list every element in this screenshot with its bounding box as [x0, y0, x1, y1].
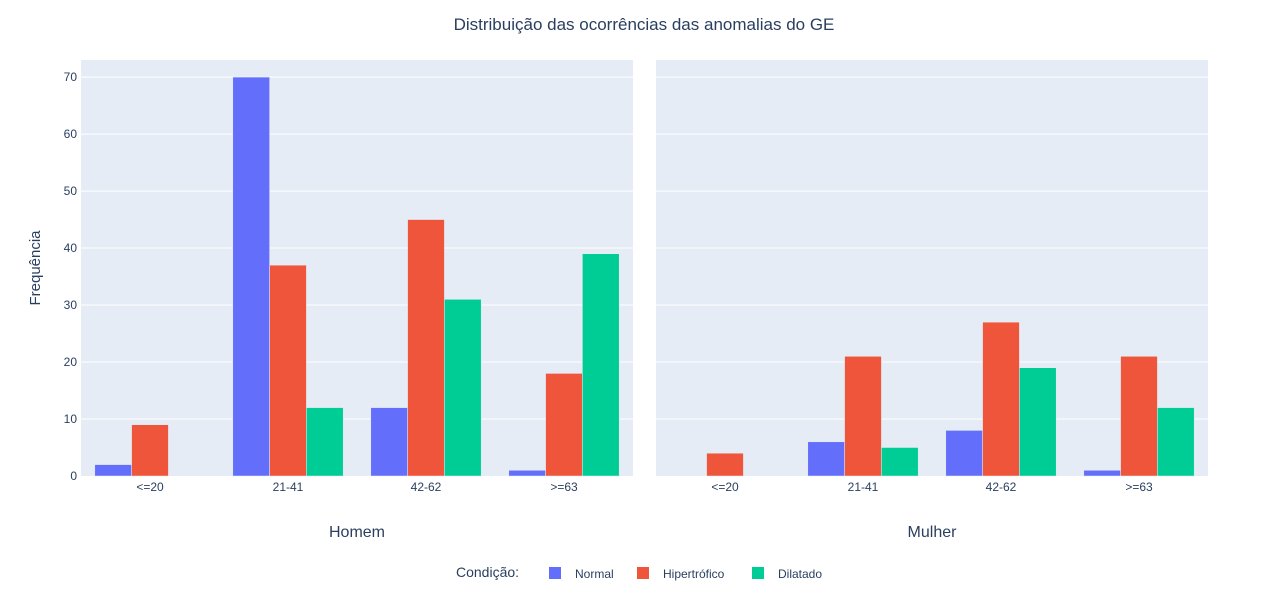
legend-swatch-normal [549, 567, 561, 579]
y-tick-label-40: 40 [64, 241, 78, 255]
bar-homem-hipertrofico-42-62 [407, 219, 445, 477]
y-tick-label-0: 0 [70, 469, 77, 483]
legend-label-normal: Normal [575, 567, 614, 581]
bar-homem-normal-42-62 [370, 407, 408, 477]
bar-homem-dilatado-21-41 [306, 407, 344, 477]
y-tick-label-70: 70 [64, 70, 78, 84]
x-tick-label-homem-1: 21-41 [273, 480, 304, 494]
y-axis-title: Frequência [27, 230, 44, 306]
x-tick-label-mulher-1: 21-41 [848, 480, 879, 494]
x-tick-label-mulher-2: 42-62 [986, 480, 1017, 494]
legend-label-dilatado: Dilatado [778, 567, 822, 581]
x-tick-label-homem-2: 42-62 [411, 480, 442, 494]
bar-homem-normal-21-41 [232, 76, 270, 477]
x-tick-label-homem-3: >=63 [550, 480, 578, 494]
panel-homem: 0 10 20 30 40 50 60 70 <=20 21-41 42-62 >=63 Homem [64, 60, 633, 541]
legend-item-hipertrofico[interactable]: Hipertrófico [637, 567, 725, 581]
bar-mulher-hipertrofico-21-41 [844, 356, 882, 477]
bar-homem-hipertrofico-ge63 [545, 373, 583, 477]
bar-mulher-dilatado-21-41 [881, 447, 919, 477]
plot-background-homem [81, 60, 633, 476]
plot-background-mulher [656, 60, 1208, 476]
panels-layer: 0 10 20 30 40 50 60 70 <=20 21-41 42-62 >=63 Homem <=… [64, 60, 1208, 541]
bar-mulher-hipertrofico-le20 [706, 452, 744, 477]
y-tick-label-30: 30 [64, 298, 78, 312]
y-tick-label-50: 50 [64, 184, 78, 198]
x-tick-label-mulher-0: <=20 [711, 480, 739, 494]
legend-swatch-dilatado [752, 567, 764, 579]
bar-mulher-normal-21-41 [807, 441, 845, 477]
legend-title: Condição: [456, 564, 519, 580]
legend-item-dilatado[interactable]: Dilatado [752, 567, 822, 581]
x-tick-label-mulher-3: >=63 [1125, 480, 1153, 494]
bar-homem-hipertrofico-21-41 [269, 264, 307, 477]
legend: Condição: Normal Hipertrófico Dilatado [456, 564, 822, 581]
y-tick-label-10: 10 [64, 412, 78, 426]
bar-mulher-dilatado-ge63 [1157, 407, 1195, 477]
x-tick-label-homem-0: <=20 [136, 480, 164, 494]
legend-swatch-hipertrofico [637, 567, 649, 579]
bar-mulher-normal-ge63 [1083, 470, 1121, 477]
bar-homem-normal-ge63 [508, 470, 546, 477]
x-axis-title-mulher: Mulher [908, 524, 958, 541]
bar-mulher-hipertrofico-ge63 [1120, 356, 1158, 477]
bar-mulher-hipertrofico-42-62 [982, 321, 1020, 477]
panel-mulher: <=20 21-41 42-62 >=63 Mulher [656, 60, 1208, 541]
x-axis-title-homem: Homem [329, 524, 385, 541]
bar-homem-hipertrofico-le20 [131, 424, 169, 477]
y-tick-label-20: 20 [64, 355, 78, 369]
legend-item-normal[interactable]: Normal [549, 567, 614, 581]
bar-homem-normal-le20 [94, 464, 132, 477]
legend-label-hipertrofico: Hipertrófico [663, 567, 725, 581]
bar-homem-dilatado-ge63 [582, 253, 620, 477]
chart-title: Distribuição das ocorrências das anomali… [454, 15, 835, 34]
bar-mulher-normal-42-62 [945, 430, 983, 477]
bar-homem-dilatado-42-62 [444, 299, 482, 477]
bar-mulher-dilatado-42-62 [1019, 367, 1057, 477]
y-tick-label-60: 60 [64, 127, 78, 141]
